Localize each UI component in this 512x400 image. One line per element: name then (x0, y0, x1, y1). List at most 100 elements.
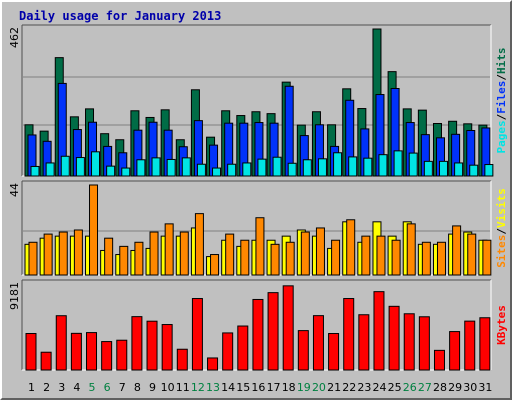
legend-visits: Visits (495, 188, 508, 228)
kbytes-bar (146, 320, 158, 371)
sites-bar (225, 233, 235, 276)
day-label: 2 (43, 381, 50, 394)
kbytes-bar (222, 332, 234, 371)
kbytes-bar (433, 349, 445, 371)
day-label: 3 (58, 381, 65, 394)
day-label: 13 (206, 381, 220, 394)
pages-bar (363, 157, 373, 177)
sites-bar (164, 223, 174, 276)
sites-bar (210, 254, 220, 276)
kbytes-bar (388, 305, 400, 371)
day-label: 19 (297, 381, 311, 394)
day-label: 26 (403, 381, 417, 394)
pages-bar (60, 155, 70, 177)
day-label: 8 (134, 381, 141, 394)
day-label: 30 (463, 381, 477, 394)
kbytes-bar (373, 291, 385, 371)
pages-bar (75, 157, 85, 177)
day-label: 23 (357, 381, 371, 394)
pages-bar (438, 160, 448, 177)
day-label: 16 (251, 381, 265, 394)
kbytes-bar (55, 315, 67, 371)
day-label: 1 (28, 381, 35, 394)
sites-bar (255, 217, 265, 276)
sites-bar (467, 233, 477, 276)
sites-bar (331, 239, 341, 276)
pages-bar (166, 158, 176, 177)
pages-bar (257, 158, 267, 177)
sites-bar (194, 213, 204, 276)
day-label: 21 (327, 381, 341, 394)
max-label-3: 9181 (8, 282, 21, 310)
day-label: 7 (119, 381, 126, 394)
kbytes-bar (207, 357, 219, 371)
kbytes-bar (464, 320, 476, 371)
kbytes-bar (297, 330, 309, 371)
day-label: 11 (176, 381, 190, 394)
sites-bar (58, 231, 68, 276)
kbytes-bar (70, 332, 82, 371)
sites-bar (104, 237, 114, 276)
legend-files: Files (495, 81, 508, 114)
sites-bar (270, 243, 280, 276)
day-label: 10 (161, 381, 175, 394)
kbytes-bar (237, 325, 249, 371)
sites-bar (300, 231, 310, 276)
chart-title: Daily usage for January 2013 (19, 9, 221, 23)
day-label: 25 (388, 381, 402, 394)
day-label: 27 (418, 381, 432, 394)
sites-bar (482, 239, 492, 276)
pages-bar (121, 167, 131, 177)
pages-bar (317, 158, 327, 177)
legend-pages: Pages (495, 120, 508, 153)
sites-bar (119, 245, 129, 276)
pages-bar (423, 160, 433, 177)
kbytes-bar (343, 298, 355, 371)
kbytes-bar (116, 339, 128, 371)
pages-bar (212, 167, 222, 177)
day-label: 5 (89, 381, 96, 394)
sites-bar (406, 223, 416, 276)
sites-bar (361, 235, 371, 276)
kbytes-bar (403, 313, 415, 371)
kbytes-bar (176, 348, 188, 371)
pages-bar (181, 157, 191, 177)
day-label: 22 (342, 381, 356, 394)
sites-bar (179, 231, 189, 276)
day-label: 4 (73, 381, 80, 394)
kbytes-bar (101, 341, 113, 371)
pages-bar (45, 162, 55, 177)
day-label: 17 (267, 381, 281, 394)
max-label-1: 462 (8, 27, 21, 48)
pages-bar (196, 163, 206, 177)
pages-bar (469, 164, 479, 177)
sites-bar (240, 239, 250, 276)
sites-bar (391, 239, 401, 276)
day-label: 18 (282, 381, 296, 394)
pages-bar (484, 164, 494, 177)
kbytes-bar (131, 316, 143, 371)
kbytes-bar (40, 351, 52, 371)
kbytes-bar (358, 314, 370, 371)
kbytes-bar (191, 298, 203, 371)
pages-bar (408, 152, 418, 177)
pages-bar (348, 156, 358, 177)
kbytes-bar (479, 317, 491, 371)
sites-bar (73, 229, 83, 276)
sites-bar (421, 241, 431, 276)
legend-hits-files-pages: Pages/Files/Hits (495, 48, 508, 154)
sites-bar (452, 225, 462, 276)
sites-bar (436, 241, 446, 276)
kbytes-bar (418, 316, 430, 371)
pages-bar (227, 163, 237, 177)
kbytes-bar (312, 315, 324, 371)
sites-bar (346, 219, 356, 276)
legend-hits: Hits (495, 48, 508, 75)
kbytes-bar (252, 298, 264, 371)
day-label: 31 (478, 381, 492, 394)
pages-bar (136, 159, 146, 177)
day-label: 12 (191, 381, 205, 394)
day-label: 9 (149, 381, 156, 394)
kbytes-bar (161, 324, 173, 371)
